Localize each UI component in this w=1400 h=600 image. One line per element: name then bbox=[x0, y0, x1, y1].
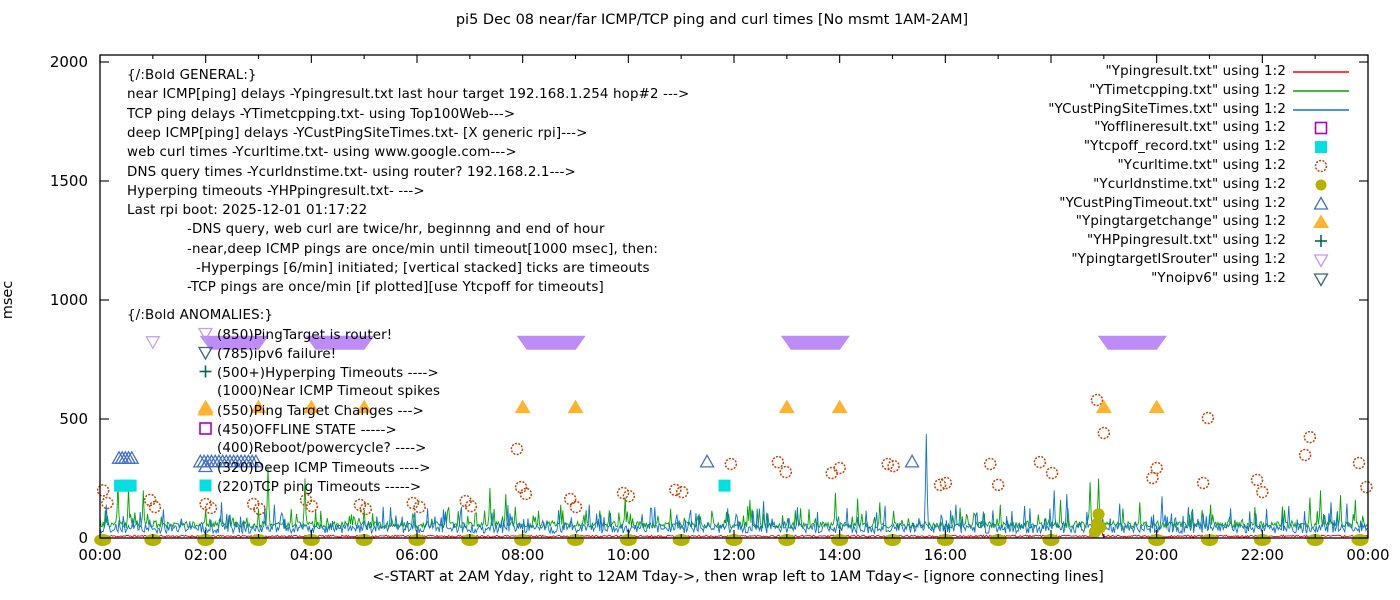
anomaly-text: (500+)Hyperping Timeouts ----> bbox=[217, 366, 439, 381]
x-tick-label: 22:00 bbox=[1241, 546, 1284, 564]
legend-swatch-line-icon bbox=[1293, 108, 1349, 111]
general-annotation-line: near ICMP[ping] delays -Ypingresult.txt … bbox=[127, 87, 690, 103]
anomaly-text: (785)ipv6 failure! bbox=[217, 347, 337, 362]
legend-swatch-square-open-icon bbox=[1314, 122, 1328, 135]
anomaly-row: (320)Deep ICMP Timeouts ----> bbox=[197, 458, 431, 477]
legend-label: "Ytcpoff_record.txt" using 1:2 bbox=[1083, 139, 1286, 155]
x-tick-label: 00:00 bbox=[78, 546, 121, 564]
legend-swatch-line-icon bbox=[1293, 89, 1349, 92]
axes: 0 500 1000 1500 2000 00:00 02:00 04:00 06:00 08:0… bbox=[50, 53, 1390, 564]
x-tick-label: 02:00 bbox=[184, 546, 227, 564]
general-annotation-line: DNS query times -Ycurldnstime.txt- using… bbox=[127, 164, 576, 180]
anomaly-text: (550)Ping Target Changes ---> bbox=[217, 404, 424, 419]
anomalies-header: {/:Bold ANOMALIES:} bbox=[127, 308, 274, 323]
anomaly-text: (1000)Near ICMP Timeout spikes bbox=[217, 384, 441, 399]
y-tick-label: 1000 bbox=[50, 291, 88, 309]
anomaly-row: (220)TCP ping Timeouts -----> bbox=[197, 477, 421, 496]
x-tick-label: 16:00 bbox=[924, 546, 967, 564]
x-tick-label: 06:00 bbox=[395, 546, 438, 564]
general-annotation-line: deep ICMP[ping] delays -YCustPingSiteTim… bbox=[127, 125, 588, 141]
anomaly-row: (500+)Hyperping Timeouts ----> bbox=[197, 363, 439, 382]
legend-swatch-triangle-up-filled-icon bbox=[1313, 214, 1329, 229]
anomaly-row: (450)OFFLINE STATE -----> bbox=[197, 420, 397, 439]
general-annotation-line: -Hyperpings [6/min] initiated; [vertical… bbox=[196, 261, 650, 276]
general-annotation-line: Last rpi boot: 2025-12-01 01:17:22 bbox=[127, 203, 368, 219]
legend-label: "Ynoipv6" using 1:2 bbox=[1151, 270, 1286, 286]
x-tick-label: 10:00 bbox=[607, 546, 650, 564]
square-open-icon bbox=[199, 422, 212, 435]
anomaly-row: (400)Reboot/powercycle? ----> bbox=[197, 439, 427, 458]
general-annotation-line: Hyperping timeouts -YHPpingresult.txt- -… bbox=[127, 183, 425, 199]
legend-swatch-plus-icon bbox=[1315, 235, 1327, 248]
legend-swatch-triangle-down-open-icon bbox=[1313, 254, 1329, 268]
legend-label: "YpingtargetISrouter" using 1:2 bbox=[1071, 252, 1286, 267]
legend-swatch-circle-filled-icon bbox=[1315, 179, 1327, 191]
x-tick-label: 12:00 bbox=[712, 546, 755, 564]
general-annotation-line: web curl times -Ycurltime.txt- using www… bbox=[127, 145, 517, 161]
anomaly-row: (785)ipv6 failure! bbox=[197, 344, 336, 363]
anomaly-row: (550)Ping Target Changes ---> bbox=[197, 401, 424, 420]
x-tick-label: 18:00 bbox=[1029, 546, 1072, 564]
square-filled-icon bbox=[199, 479, 212, 492]
legend-swatch-square-filled-icon bbox=[1315, 141, 1327, 154]
series-isrouter-bands bbox=[145, 335, 1167, 350]
legend-label: "Yofflineresult.txt" using 1:2 bbox=[1094, 120, 1286, 136]
legend-label: "Ycurltime.txt" using 1:2 bbox=[1117, 158, 1286, 173]
general-annotation-line: -near,deep ICMP pings are once/min until… bbox=[187, 241, 658, 257]
series-line-YTimetcpping.txt bbox=[99, 466, 1369, 530]
plus-icon bbox=[199, 365, 212, 378]
legend-label: "YHPpingresult.txt" using 1:2 bbox=[1087, 233, 1286, 249]
general-annotation-line: -TCP pings are once/min [if plotted][use… bbox=[187, 280, 604, 296]
anomaly-row: (1000)Near ICMP Timeout spikes bbox=[197, 382, 440, 401]
legend-label: "Ypingresult.txt" using 1:2 bbox=[1105, 64, 1286, 79]
general-annotation-line: -DNS query, web curl are twice/hr, begin… bbox=[187, 222, 605, 238]
legend-label: "YTimetcpping.txt" using 1:2 bbox=[1089, 82, 1286, 98]
series-ycurldns-markers bbox=[94, 508, 1369, 546]
anomaly-text: (850)PingTarget is router! bbox=[217, 328, 393, 343]
triangle-down-open-icon bbox=[197, 346, 214, 361]
legend-label: "YCustPingSiteTimes.txt" using 1:2 bbox=[1048, 101, 1286, 117]
series-ycurltime-markers bbox=[96, 393, 1373, 516]
legend-swatch-triangle-down-open-icon bbox=[1313, 273, 1329, 287]
triangle-up-filled-icon bbox=[197, 402, 214, 416]
series-custpingtimeout-markers bbox=[111, 450, 920, 468]
chart-title: pi5 Dec 08 near/far ICMP/TCP ping and cu… bbox=[455, 12, 969, 28]
triangle-down-open-icon bbox=[197, 327, 214, 342]
x-tick-label: 00:00 bbox=[1346, 546, 1389, 564]
x-tick-label: 14:00 bbox=[818, 546, 861, 564]
y-tick-label: 500 bbox=[59, 410, 88, 428]
legend-swatch-line-icon bbox=[1293, 71, 1349, 73]
anomaly-row: (850)PingTarget is router! bbox=[197, 325, 392, 344]
general-annotation-line: {/:Bold GENERAL:} bbox=[127, 68, 257, 83]
general-annotation-line: TCP ping delays -YTimetcpping.txt- using… bbox=[127, 106, 516, 122]
x-tick-label: 20:00 bbox=[1135, 546, 1178, 564]
triangle-up-open-icon bbox=[197, 458, 214, 473]
legend-swatch-triangle-up-open-icon bbox=[1313, 195, 1329, 210]
y-tick-label: 1500 bbox=[50, 172, 88, 190]
legend-label: "YCustPingTimeout.txt" using 1:2 bbox=[1059, 195, 1286, 211]
x-tick-label: 04:00 bbox=[290, 546, 333, 564]
legend-label: "Ycurldnstime.txt" using 1:2 bbox=[1093, 176, 1286, 192]
anomaly-text: (450)OFFLINE STATE -----> bbox=[217, 423, 397, 438]
y-tick-label: 2000 bbox=[50, 53, 88, 71]
anomaly-text: (320)Deep ICMP Timeouts ----> bbox=[217, 461, 431, 476]
x-axis-label: <-START at 2AM Yday, right to 12AM Tday-… bbox=[372, 569, 1104, 585]
y-tick-label: 0 bbox=[78, 529, 88, 547]
x-tick-label: 08:00 bbox=[501, 546, 544, 564]
series-ytcpoff-markers bbox=[114, 479, 731, 492]
anomaly-text: (220)TCP ping Timeouts -----> bbox=[217, 480, 422, 495]
legend-swatch-circle-open-icon bbox=[1314, 159, 1328, 173]
anomaly-text: (400)Reboot/powercycle? ----> bbox=[217, 441, 427, 456]
legend-label: "Ypingtargetchange" using 1:2 bbox=[1075, 214, 1286, 230]
